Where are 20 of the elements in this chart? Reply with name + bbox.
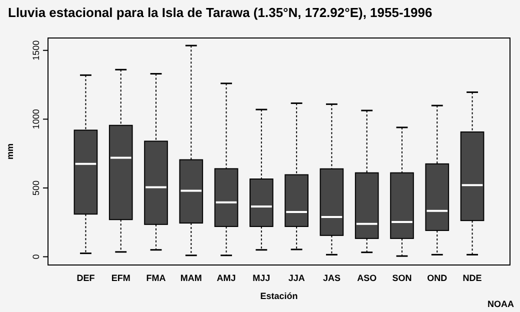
x-tick-label: MAM [180, 273, 202, 283]
x-axis-title: Estación [260, 291, 298, 301]
x-tick-label: NDE [462, 273, 482, 283]
text: NOAA [488, 299, 514, 309]
x-tick-label: EFM [111, 273, 130, 283]
y-tick-label: 0 [31, 254, 41, 260]
chart-title: Lluvia estacional para la Isla de Tarawa (1.35°N, 172.92°E), 1955-1996 [8, 5, 432, 20]
x-tick-label: SON [392, 273, 412, 283]
y-axis-title: mm [5, 143, 15, 160]
x-tick-label: MJJ [252, 273, 270, 283]
y-tick-label: 500 [31, 180, 41, 196]
y-tick-label: 1000 [31, 109, 41, 130]
x-tick-label: ASO [357, 273, 377, 283]
x-tick-label: JJA [288, 273, 306, 283]
y-tick-label: 1500 [31, 40, 41, 60]
x-tick-label: FMA [146, 273, 166, 283]
x-tick-label: OND [427, 273, 448, 283]
x-tick-label: DEF [76, 273, 96, 283]
x-tick-label: AMJ [216, 273, 236, 283]
x-tick-label: JAS [322, 273, 340, 283]
